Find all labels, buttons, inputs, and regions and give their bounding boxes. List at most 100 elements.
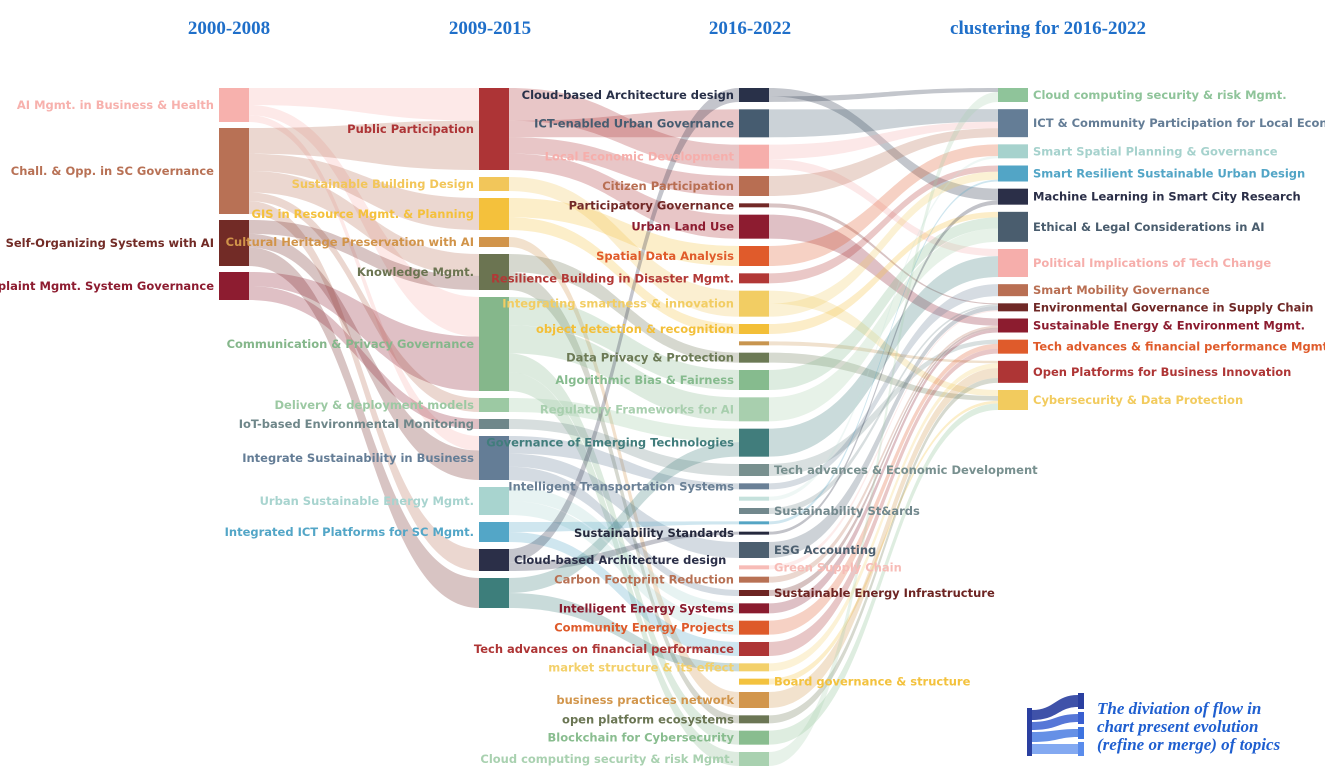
flow-link	[249, 247, 479, 608]
flow-link	[769, 284, 998, 490]
label-c1-delivery-and-deployment-models: Delivery & deployment models	[274, 398, 474, 412]
node-c2-intelligent-transportation-systems	[739, 483, 769, 490]
label-c2-regulatory-frameworks-for-ai: Regulatory Frameworks for AI	[540, 402, 734, 416]
label-c3-cybersecurity-and-data-protection: Cybersecurity & Data Protection	[1033, 393, 1243, 407]
flow-link	[249, 220, 479, 290]
label-c2-market-structure-and-its-effect: market structure & its effect	[548, 660, 734, 674]
flow-link	[509, 88, 739, 169]
node-c2-resilience-building-in-disaster-mgmt	[739, 273, 769, 284]
flow-link	[509, 254, 739, 363]
node-c2-unlabeled-17	[739, 496, 769, 501]
label-c1-knowledge-mgmt: Knowledge Mgmt.	[357, 265, 474, 279]
node-c2-local-economic-development	[739, 144, 769, 169]
flow-link	[769, 88, 998, 102]
node-c2-tech-advances-and-economic-development	[739, 464, 769, 476]
flow-link	[249, 171, 479, 276]
sankey-flow-icon	[1027, 693, 1084, 756]
flow-link	[769, 339, 998, 476]
node-c1-knowledge-mgmt	[479, 254, 509, 290]
label-c2-blockchain-for-cybersecurity: Blockchain for Cybersecurity	[548, 731, 735, 745]
node-c2-data-privacy-and-protection	[739, 352, 769, 363]
flow-link	[769, 348, 998, 656]
node-c3-smart-mobility-governance	[998, 284, 1028, 297]
label-c3-open-platforms-for-business-innovation: Open Platforms for Business Innovation	[1033, 365, 1291, 379]
flow-link	[769, 329, 998, 614]
flow-link	[249, 272, 479, 391]
node-c3-sustainable-energy-and-environment-mgmt	[998, 318, 1028, 333]
node-c1-cultural-heritage-preservation-with-ai	[479, 237, 509, 247]
label-c0-chall-and-opp-in-sc-governance: Chall. & Opp. in SC Governance	[11, 164, 214, 178]
flow-link	[769, 156, 998, 501]
flow-link	[509, 442, 739, 593]
flow-link	[769, 310, 998, 570]
flow-link	[769, 214, 998, 326]
label-c2-board-governance-and-structure: Board governance & structure	[774, 675, 971, 689]
flow-link	[249, 192, 479, 412]
node-c2-spatial-data-analysis	[739, 246, 769, 266]
label-c3-tech-advances-and-financial-performance-mgmt: Tech advances & financial performance Mg…	[1033, 340, 1325, 354]
node-c2-blockchain-for-cybersecurity	[739, 730, 769, 745]
flow-link	[769, 256, 998, 457]
flow-link	[509, 198, 739, 266]
node-c2-object-detection-and-recognition	[739, 324, 769, 334]
label-c2-green-supply-chain: Green Supply Chain	[774, 560, 902, 574]
flow-link	[249, 153, 479, 230]
node-c1-gis-in-resource-mgmt-and-planning	[479, 198, 509, 230]
node-c3-environmental-governance-in-supply-chain	[998, 303, 1028, 312]
node-c1-iot-based-environmental-monitoring	[479, 419, 509, 429]
node-c1-public-participation	[479, 88, 509, 170]
flow-link	[769, 377, 998, 724]
label-c1-iot-based-environmental-monitoring: IoT-based Environmental Monitoring	[239, 417, 474, 431]
flow-link	[509, 372, 739, 766]
label-c2-citizen-participation: Citizen Participation	[602, 179, 734, 193]
flow-link	[769, 304, 998, 514]
node-c2-intelligent-energy-systems	[739, 603, 769, 614]
node-c0-self-organizing-systems-with-ai	[219, 220, 249, 266]
legend-line-3: (refine or merge) of topics	[1097, 735, 1281, 754]
label-c2-urban-land-use: Urban Land Use	[631, 220, 734, 234]
label-c2-esg-accounting: ESG Accounting	[774, 543, 876, 557]
flow-link	[249, 286, 479, 429]
flow-link	[769, 88, 998, 201]
node-c1-urban-sustainable-energy-mgmt	[479, 487, 509, 515]
label-c1-integrate-sustainability-in-business: Integrate Sustainability in Business	[242, 451, 474, 465]
node-c2-unlabeled-10	[739, 341, 769, 346]
node-c2-community-energy-projects	[739, 620, 769, 635]
node-c2-green-supply-chain	[739, 565, 769, 570]
node-c3-political-implications-of-tech-change	[998, 249, 1028, 277]
label-c2-ict-enabled-urban-governance: ICT-enabled Urban Governance	[534, 116, 734, 130]
node-c2-ict-enabled-urban-governance	[739, 109, 769, 138]
node-c3-machine-learning-in-smart-city-research	[998, 188, 1028, 205]
node-c2-participatory-governance	[739, 203, 769, 208]
node-c2-cloud-computing-security-and-risk-mgmt	[739, 752, 769, 766]
node-c2-algorithmic-bias-and-fairness	[739, 370, 769, 390]
label-c0-complaint-mgmt-system-governance: Complaint Mgmt. System Governance	[0, 279, 214, 293]
flow-link	[509, 325, 739, 422]
flow-link	[509, 109, 739, 138]
flow-link	[769, 109, 998, 138]
flow-link	[769, 165, 998, 284]
node-c0-ai-mgmt-in-business-and-health	[219, 88, 249, 122]
node-c1-cloud-based-architecture-design	[479, 549, 509, 571]
label-c2-cloud-computing-security-and-risk-mgmt: Cloud computing security & risk Mgmt.	[480, 752, 734, 766]
label-c2-data-privacy-and-protection: Data Privacy & Protection	[566, 351, 734, 365]
label-c1-gis-in-resource-mgmt-and-planning: GIS in Resource Mgmt. & Planning	[252, 207, 474, 221]
label-c2-cloud-based-architecture-design: Cloud-based Architecture design	[522, 88, 734, 102]
node-c2-integrating-smartness-and-innovation	[739, 290, 769, 317]
node-c2-board-governance-and-structure	[739, 678, 769, 685]
node-c3-cloud-computing-security-and-risk-mgmt	[998, 88, 1028, 102]
flow-link	[509, 217, 739, 334]
flow-link	[769, 228, 998, 422]
label-c2-intelligent-energy-systems: Intelligent Energy Systems	[559, 601, 734, 615]
label-c2-sustainable-energy-infrastructure: Sustainable Energy Infrastructure	[774, 586, 995, 600]
label-c2-participatory-governance: Participatory Governance	[569, 198, 735, 212]
node-c2-governance-of-emerging-technologies	[739, 428, 769, 457]
flow-link	[509, 436, 739, 490]
label-c3-smart-resilient-sustainable-urban-design: Smart Resilient Sustainable Urban Design	[1033, 167, 1305, 181]
label-c3-smart-spatial-planning-and-governance: Smart Spatial Planning & Governance	[1033, 144, 1278, 158]
label-c2-local-economic-development: Local Economic Development	[545, 150, 735, 164]
node-c2-cloud-based-architecture-design	[739, 88, 769, 102]
flow-link	[249, 120, 479, 170]
node-c2-market-structure-and-its-effect	[739, 663, 769, 672]
flow-links	[249, 88, 998, 766]
